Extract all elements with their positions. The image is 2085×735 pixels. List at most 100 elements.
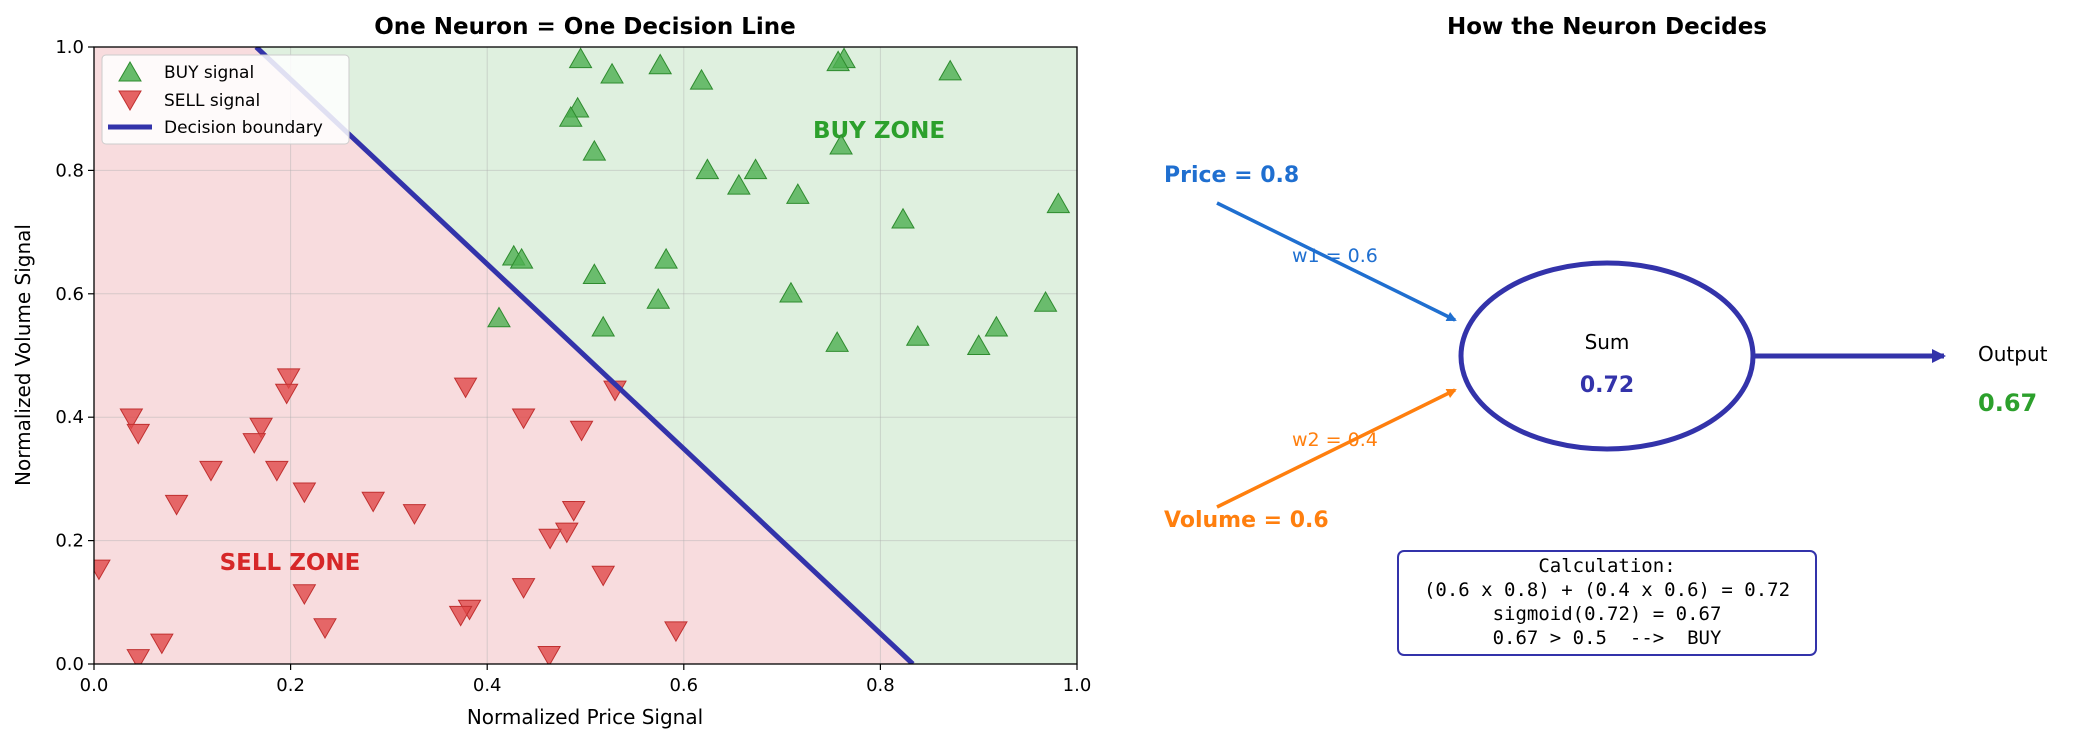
buy-signal-point: [689, 68, 714, 90]
buy-signal-point: [743, 158, 768, 180]
y-tick-label: 0.2: [55, 531, 84, 552]
buy-signal-point: [487, 306, 511, 328]
sell-signal-point: [164, 494, 189, 516]
buy-signal-point: [1046, 192, 1071, 214]
plot-frame: [93, 46, 1078, 665]
buy-signal-point: [582, 139, 607, 161]
sell-signal-point: [264, 460, 289, 482]
calculation-box: [1397, 550, 1817, 656]
sell-signal-point: [561, 501, 586, 522]
buy-signal-point: [905, 324, 930, 346]
y-tick-label: 0.8: [55, 160, 84, 181]
legend-boundary-label: Decision boundary: [164, 118, 323, 138]
x-tick-label: 0.6: [669, 675, 698, 696]
sell-signal-point: [119, 408, 144, 430]
data-points: [94, 47, 1071, 664]
buy-signal-point: [648, 53, 673, 75]
sell-signal-point: [448, 605, 473, 627]
buy-signal-point: [558, 105, 583, 127]
scatter-chart: One Neuron = One Decision Line BUY ZONE …: [11, 14, 1091, 729]
sell-signal-point: [274, 383, 299, 405]
buy-signal-point: [654, 247, 678, 269]
buy-signal-point: [829, 133, 853, 155]
buy-signal-point: [568, 47, 593, 69]
calculation-line-3: sigmoid(0.72) = 0.67: [1493, 603, 1722, 625]
calculation-line-2: (0.6 x 0.8) + (0.4 x 0.6) = 0.72: [1424, 579, 1790, 601]
x-tick-label: 0.2: [276, 675, 305, 696]
zone-labels: BUY ZONE SELL ZONE: [220, 118, 945, 576]
calculation-line-1: Calculation:: [1538, 555, 1675, 577]
sell-signal-point: [126, 423, 151, 445]
sell-signal-point: [538, 528, 562, 550]
y-tick-label: 1.0: [55, 37, 84, 58]
sell-signal-point: [554, 522, 579, 544]
decision-boundary-line: [254, 47, 915, 664]
buy-signal-point: [779, 281, 803, 303]
x-tick-label: 0.0: [80, 675, 109, 696]
buy-signal-point: [695, 158, 720, 180]
neuron-node: [1458, 260, 1756, 452]
sell-signal-point: [292, 584, 317, 606]
sell-signal-point: [569, 420, 594, 442]
legend-buy-label: BUY signal: [164, 63, 254, 83]
buy-signal-point: [785, 183, 810, 204]
neuron-diagram: How the Neuron Decides Price = 0.8 w1 = …: [1164, 14, 2048, 656]
sell-signal-point: [242, 433, 267, 454]
sell-signal-point: [537, 645, 561, 664]
price-weight-arrow: [1216, 201, 1457, 322]
buy-signal-point: [984, 315, 1009, 337]
legend-box: [101, 54, 350, 145]
legend-buy-marker: [118, 61, 142, 82]
buy-signal-point: [825, 331, 850, 352]
buy-signal-point: [891, 207, 915, 229]
buy-signal-point: [966, 334, 991, 355]
neuron-node-label: Sum: [1585, 330, 1630, 354]
volume-weight-arrow: [1216, 388, 1457, 509]
buy-signal-point: [826, 50, 850, 72]
buy-zone-label: BUY ZONE: [813, 118, 945, 144]
buy-signal-point: [1033, 291, 1058, 312]
sell-signal-point: [276, 368, 301, 390]
x-tick-label: 0.8: [866, 675, 895, 696]
y-tick-label: 0.0: [55, 654, 84, 675]
sell-zone: [94, 47, 913, 664]
sell-signal-point: [292, 482, 317, 504]
sell-signal-point: [511, 408, 536, 430]
sell-signal-point: [402, 504, 427, 525]
output-value: 0.67: [1978, 389, 2037, 417]
sell-signal-point: [94, 559, 111, 581]
zones: [94, 47, 1077, 664]
grid: [94, 47, 1077, 664]
buy-signal-point: [600, 62, 624, 84]
buy-signal-point: [726, 173, 751, 195]
sell-signal-point: [149, 633, 174, 655]
output-label: Output: [1978, 342, 2048, 366]
neuron-node-value: 0.72: [1580, 373, 1634, 398]
sell-signal-point: [249, 417, 273, 439]
sell-signal-point: [199, 460, 223, 482]
legend-sell-label: SELL signal: [164, 91, 260, 111]
sell-signal-point: [361, 491, 386, 513]
x-tick-label: 0.4: [473, 675, 502, 696]
buy-signal-point: [591, 315, 616, 337]
axis-ticks: 0.0 0.2 0.4 0.6 0.8 1.0 0.0 0.2 0.4 0.6 0.8 1.0: [55, 37, 1091, 696]
volume-weight-label: w2 = 0.4: [1292, 429, 1378, 451]
buy-signal-point: [938, 59, 963, 81]
volume-input-label: Volume = 0.6: [1164, 508, 1329, 533]
sell-signal-point: [511, 578, 536, 599]
legend-sell-marker: [118, 90, 142, 111]
price-weight-label: w1 = 0.6: [1292, 245, 1378, 267]
sell-signal-point: [126, 649, 151, 664]
sell-signal-point: [591, 565, 616, 587]
sell-signal-point: [313, 618, 337, 639]
y-tick-label: 0.6: [55, 284, 84, 305]
sell-zone-label: SELL ZONE: [220, 550, 361, 576]
x-tick-label: 1.0: [1063, 675, 1092, 696]
y-tick-label: 0.4: [55, 407, 84, 428]
x-axis-label: Normalized Price Signal: [467, 705, 703, 729]
y-axis-label: Normalized Volume Signal: [11, 224, 35, 486]
legend: BUY signal SELL signal Decision boundary: [101, 54, 350, 145]
diagram-title: How the Neuron Decides: [1447, 14, 1767, 40]
sell-signal-point: [664, 621, 688, 643]
price-input-label: Price = 0.8: [1164, 163, 1299, 188]
